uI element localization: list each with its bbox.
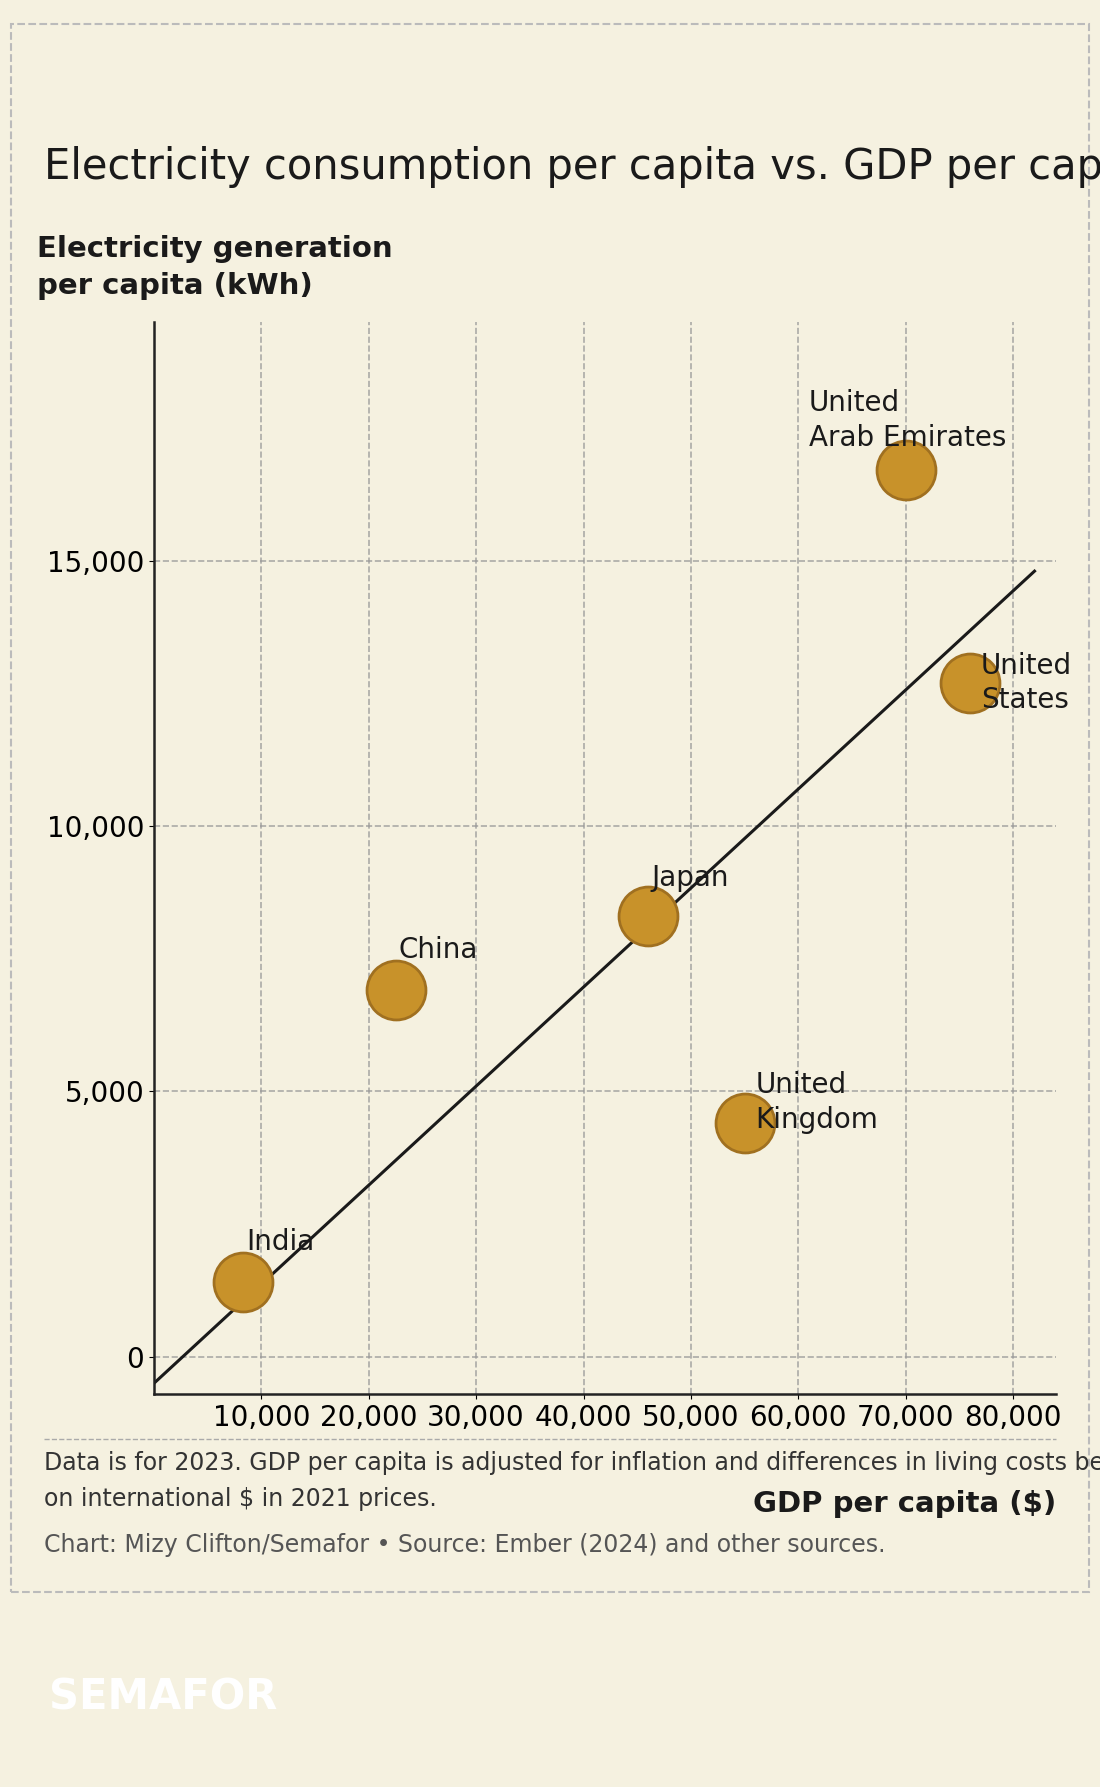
Text: SEMAFOR: SEMAFOR [50, 1676, 278, 1719]
Text: Electricity consumption per capita vs. GDP per capita, 2023: Electricity consumption per capita vs. G… [44, 145, 1100, 188]
Text: Electricity generation
per capita (kWh): Electricity generation per capita (kWh) [36, 236, 393, 300]
Text: United
States: United States [981, 652, 1072, 715]
Point [736, 1110, 754, 1138]
Text: Data is for 2023. GDP per capita is adjusted for inflation and differences in li: Data is for 2023. GDP per capita is adju… [44, 1451, 1100, 1474]
Text: GDP per capita ($): GDP per capita ($) [752, 1490, 1056, 1519]
Text: Japan: Japan [651, 865, 728, 892]
Point [639, 902, 657, 931]
Point [234, 1269, 252, 1297]
Text: on international $ in 2021 prices.: on international $ in 2021 prices. [44, 1487, 437, 1510]
Text: India: India [246, 1228, 315, 1256]
Text: Chart: Mizy Clifton/Semafor • Source: Ember (2024) and other sources.: Chart: Mizy Clifton/Semafor • Source: Em… [44, 1533, 886, 1556]
Text: China: China [399, 936, 478, 963]
Point [961, 668, 979, 697]
Point [387, 976, 405, 1004]
Text: United
Kingdom: United Kingdom [756, 1070, 878, 1133]
Text: United
Arab Emirates: United Arab Emirates [808, 390, 1006, 452]
Point [896, 456, 914, 484]
